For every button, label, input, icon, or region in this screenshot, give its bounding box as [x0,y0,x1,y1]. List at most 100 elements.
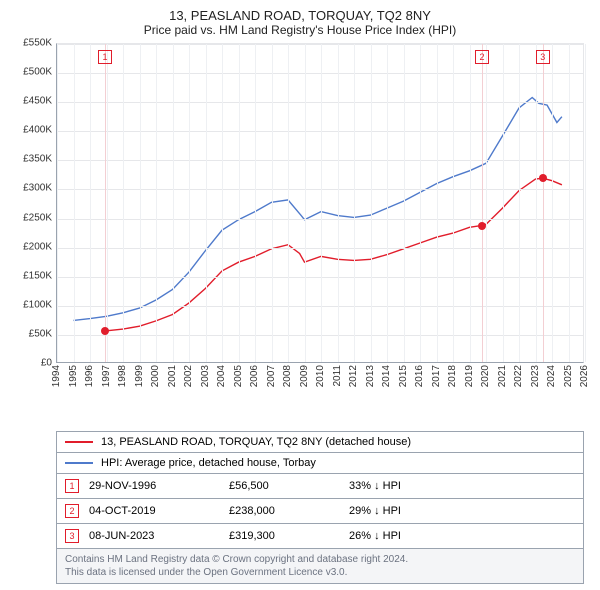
sale-pct: 33% ↓ HPI [349,480,449,492]
gridline-v [305,44,306,362]
y-axis-label: £150K [8,270,52,281]
gridline-v [239,44,240,362]
x-axis-label: 2025 [563,365,574,387]
gridline-v [338,44,339,362]
chart-subtitle: Price paid vs. HM Land Registry's House … [8,23,592,37]
x-axis-label: 2016 [414,365,425,387]
x-axis-label: 2024 [546,365,557,387]
sale-pct: 29% ↓ HPI [349,505,449,517]
gridline-v [288,44,289,362]
sale-date: 04-OCT-2019 [89,505,219,517]
sales-table: 1 29-NOV-1996 £56,500 33% ↓ HPI 2 04-OCT-2019… [56,474,584,549]
gridline-v [206,44,207,362]
y-axis-label: £200K [8,241,52,252]
gridline-h [57,219,583,220]
x-axis-label: 2008 [282,365,293,387]
gridline-v [222,44,223,362]
sale-chip: 2 [65,504,79,518]
x-axis-label: 2014 [381,365,392,387]
sale-marker-dot [478,222,486,230]
sale-marker-vline [543,44,544,362]
x-axis-label: 2011 [332,365,343,387]
sale-price: £56,500 [229,480,339,492]
attribution-box: Contains HM Land Registry data © Crown c… [56,549,584,584]
gridline-v [189,44,190,362]
gridline-v [453,44,454,362]
gridline-v [140,44,141,362]
sale-date: 08-JUN-2023 [89,530,219,542]
gridline-v [321,44,322,362]
x-axis-label: 2005 [233,365,244,387]
x-axis-label: 2001 [167,365,178,387]
x-axis-label: 2019 [464,365,475,387]
sale-chip: 1 [65,479,79,493]
gridline-h [57,189,583,190]
sale-marker-vline [105,44,106,362]
y-axis-label: £550K [8,38,52,49]
legend-swatch-2 [65,462,93,464]
y-axis-label: £50K [8,328,52,339]
gridline-v [173,44,174,362]
gridline-h [57,44,583,45]
y-axis-label: £350K [8,154,52,165]
gridline-v [371,44,372,362]
gridline-h [57,160,583,161]
chart-plot-area: 123 [56,43,584,363]
y-axis-label: £300K [8,183,52,194]
gridline-v [437,44,438,362]
attribution-line-1: Contains HM Land Registry data © Crown c… [65,553,575,566]
gridline-v [107,44,108,362]
sale-marker-chip: 3 [536,50,550,64]
x-axis-label: 2017 [431,365,442,387]
sale-pct: 26% ↓ HPI [349,530,449,542]
sale-row: 2 04-OCT-2019 £238,000 29% ↓ HPI [57,499,583,524]
gridline-h [57,306,583,307]
x-axis-label: 1996 [84,365,95,387]
x-axis-label: 2000 [150,365,161,387]
legend-row-series2: HPI: Average price, detached house, Torb… [57,453,583,474]
y-axis-label: £0 [8,358,52,369]
x-axis-label: 2022 [513,365,524,387]
y-axis-label: £450K [8,96,52,107]
sale-chip: 3 [65,529,79,543]
gridline-h [57,131,583,132]
gridline-v [57,44,58,362]
x-axis-label: 1995 [68,365,79,387]
gridline-v [486,44,487,362]
sale-marker-vline [482,44,483,362]
gridline-v [536,44,537,362]
x-axis-label: 2010 [315,365,326,387]
x-axis-label: 2023 [530,365,541,387]
x-axis-label: 2012 [348,365,359,387]
legend-swatch-1 [65,441,93,443]
y-axis-label: £400K [8,125,52,136]
gridline-v [470,44,471,362]
sale-date: 29-NOV-1996 [89,480,219,492]
x-axis-label: 2026 [579,365,590,387]
x-axis-label: 1998 [117,365,128,387]
gridline-h [57,335,583,336]
sale-marker-dot [539,174,547,182]
legend-row-series1: 13, PEASLAND ROAD, TORQUAY, TQ2 8NY (det… [57,432,583,453]
gridline-v [503,44,504,362]
y-axis-label: £500K [8,67,52,78]
sale-row: 308-JUN-2023£319,30026% ↓ HPI [57,524,583,549]
x-axis-label: 2006 [249,365,260,387]
x-axis-label: 2021 [497,365,508,387]
attribution-line-2: This data is licensed under the Open Gov… [65,566,575,579]
gridline-v [156,44,157,362]
chart-wrap: 123 £0£50K£100K£150K£200K£250K£300K£350K… [8,43,592,391]
gridline-v [387,44,388,362]
sale-marker-chip: 1 [98,50,112,64]
sale-price: £238,000 [229,505,339,517]
gridline-h [57,248,583,249]
x-axis-label: 1997 [101,365,112,387]
gridline-v [74,44,75,362]
chart-title: 13, PEASLAND ROAD, TORQUAY, TQ2 8NY [8,8,592,23]
legend-label-1: 13, PEASLAND ROAD, TORQUAY, TQ2 8NY (det… [101,436,411,448]
sale-marker-dot [101,327,109,335]
x-axis-label: 2020 [480,365,491,387]
x-axis-label: 1994 [51,365,62,387]
gridline-v [569,44,570,362]
gridline-v [552,44,553,362]
